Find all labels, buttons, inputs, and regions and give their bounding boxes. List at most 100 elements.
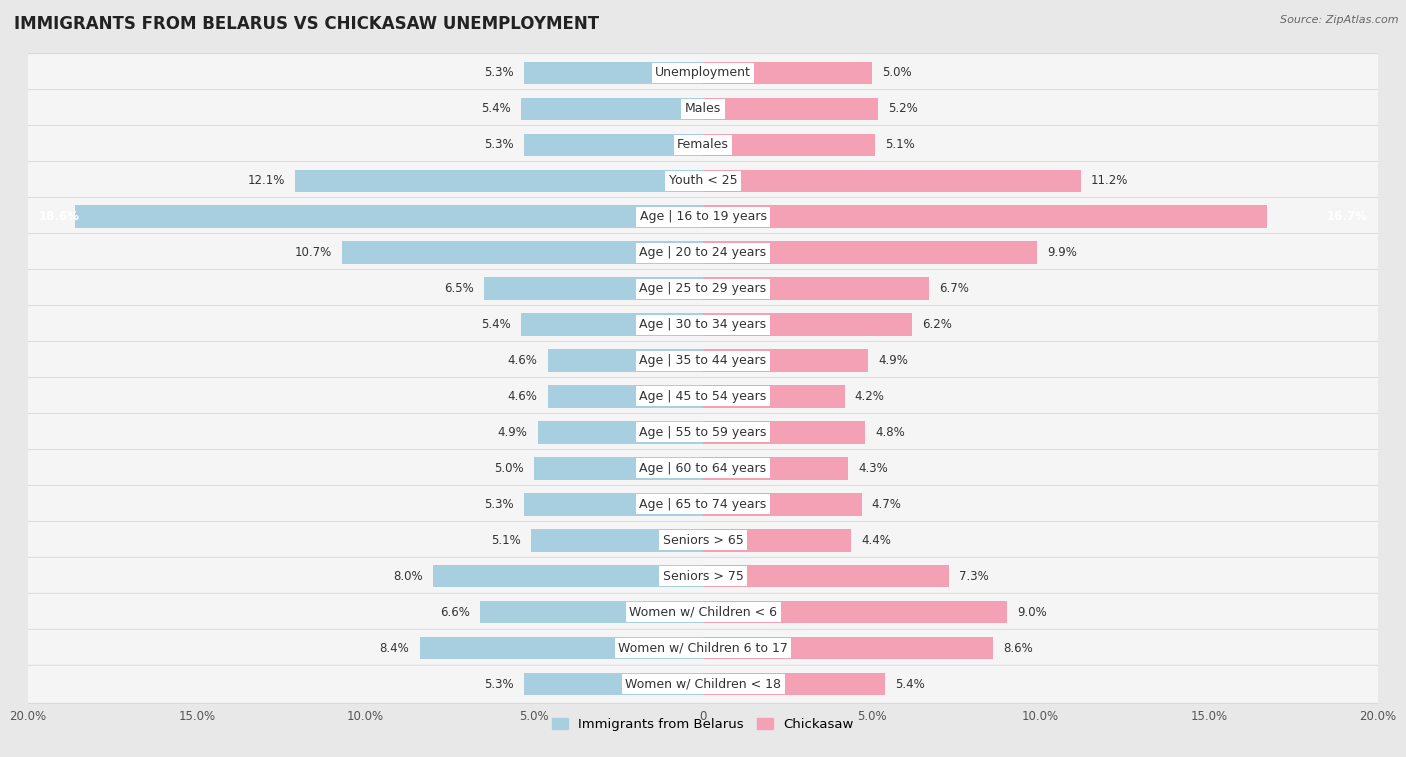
Text: Youth < 25: Youth < 25 xyxy=(669,174,737,187)
Text: 5.3%: 5.3% xyxy=(485,67,515,79)
Bar xyxy=(703,313,912,335)
Text: Age | 45 to 54 years: Age | 45 to 54 years xyxy=(640,390,766,403)
Text: 5.4%: 5.4% xyxy=(481,102,510,115)
Bar xyxy=(433,565,703,587)
Bar xyxy=(295,170,703,192)
Text: 6.2%: 6.2% xyxy=(922,318,952,331)
Text: Seniors > 75: Seniors > 75 xyxy=(662,570,744,583)
Bar xyxy=(524,673,703,696)
Bar xyxy=(484,277,703,300)
Text: 4.3%: 4.3% xyxy=(858,462,889,475)
FancyBboxPatch shape xyxy=(10,126,1396,164)
Bar xyxy=(342,241,703,263)
FancyBboxPatch shape xyxy=(10,485,1396,523)
Text: 5.0%: 5.0% xyxy=(882,67,911,79)
Text: 7.3%: 7.3% xyxy=(959,570,990,583)
Text: Age | 30 to 34 years: Age | 30 to 34 years xyxy=(640,318,766,331)
Text: 4.6%: 4.6% xyxy=(508,354,537,367)
FancyBboxPatch shape xyxy=(10,54,1396,92)
Text: Males: Males xyxy=(685,102,721,115)
FancyBboxPatch shape xyxy=(10,629,1396,668)
Bar xyxy=(703,61,872,84)
Bar xyxy=(703,494,862,516)
Text: Women w/ Children < 6: Women w/ Children < 6 xyxy=(628,606,778,618)
Text: Age | 20 to 24 years: Age | 20 to 24 years xyxy=(640,246,766,259)
Bar xyxy=(703,422,865,444)
Text: 6.5%: 6.5% xyxy=(444,282,474,295)
FancyBboxPatch shape xyxy=(10,234,1396,272)
Text: 18.6%: 18.6% xyxy=(38,210,79,223)
Bar xyxy=(703,529,852,552)
Legend: Immigrants from Belarus, Chickasaw: Immigrants from Belarus, Chickasaw xyxy=(547,713,859,737)
Text: Females: Females xyxy=(678,139,728,151)
Text: Age | 65 to 74 years: Age | 65 to 74 years xyxy=(640,498,766,511)
FancyBboxPatch shape xyxy=(10,89,1396,128)
Text: 4.2%: 4.2% xyxy=(855,390,884,403)
Text: IMMIGRANTS FROM BELARUS VS CHICKASAW UNEMPLOYMENT: IMMIGRANTS FROM BELARUS VS CHICKASAW UNE… xyxy=(14,15,599,33)
Text: 5.0%: 5.0% xyxy=(495,462,524,475)
FancyBboxPatch shape xyxy=(10,413,1396,451)
Text: 4.7%: 4.7% xyxy=(872,498,901,511)
FancyBboxPatch shape xyxy=(10,161,1396,200)
FancyBboxPatch shape xyxy=(10,378,1396,416)
Bar xyxy=(703,673,886,696)
Bar xyxy=(703,277,929,300)
Text: 10.7%: 10.7% xyxy=(295,246,332,259)
Bar xyxy=(76,205,703,228)
Text: 9.0%: 9.0% xyxy=(1017,606,1046,618)
Bar xyxy=(520,98,703,120)
Text: 4.6%: 4.6% xyxy=(508,390,537,403)
Bar xyxy=(531,529,703,552)
FancyBboxPatch shape xyxy=(10,593,1396,631)
Bar xyxy=(703,241,1038,263)
Text: 5.2%: 5.2% xyxy=(889,102,918,115)
FancyBboxPatch shape xyxy=(10,522,1396,559)
Text: Age | 35 to 44 years: Age | 35 to 44 years xyxy=(640,354,766,367)
Text: 5.1%: 5.1% xyxy=(491,534,520,547)
Bar xyxy=(534,457,703,480)
Text: Seniors > 65: Seniors > 65 xyxy=(662,534,744,547)
Text: Age | 25 to 29 years: Age | 25 to 29 years xyxy=(640,282,766,295)
Bar xyxy=(524,133,703,156)
Bar xyxy=(548,350,703,372)
Text: Women w/ Children 6 to 17: Women w/ Children 6 to 17 xyxy=(619,642,787,655)
Text: 5.1%: 5.1% xyxy=(886,139,915,151)
Bar xyxy=(703,133,875,156)
Bar xyxy=(703,457,848,480)
Bar xyxy=(481,601,703,624)
Text: 4.9%: 4.9% xyxy=(498,426,527,439)
Text: 9.9%: 9.9% xyxy=(1047,246,1077,259)
Text: Unemployment: Unemployment xyxy=(655,67,751,79)
Bar xyxy=(520,313,703,335)
Bar xyxy=(703,98,879,120)
Text: 5.3%: 5.3% xyxy=(485,498,515,511)
FancyBboxPatch shape xyxy=(10,269,1396,307)
Bar xyxy=(703,205,1267,228)
Bar xyxy=(703,385,845,407)
Bar xyxy=(419,637,703,659)
FancyBboxPatch shape xyxy=(10,665,1396,703)
Text: Age | 60 to 64 years: Age | 60 to 64 years xyxy=(640,462,766,475)
Text: 5.4%: 5.4% xyxy=(481,318,510,331)
Bar xyxy=(703,565,949,587)
Text: 8.6%: 8.6% xyxy=(1004,642,1033,655)
Bar xyxy=(524,494,703,516)
Text: 5.3%: 5.3% xyxy=(485,139,515,151)
FancyBboxPatch shape xyxy=(10,557,1396,596)
Text: Women w/ Children < 18: Women w/ Children < 18 xyxy=(626,678,780,690)
Bar xyxy=(703,601,1007,624)
Text: 4.9%: 4.9% xyxy=(879,354,908,367)
Text: 6.7%: 6.7% xyxy=(939,282,969,295)
Text: 4.8%: 4.8% xyxy=(875,426,905,439)
FancyBboxPatch shape xyxy=(10,450,1396,488)
Text: 12.1%: 12.1% xyxy=(247,174,284,187)
Text: 6.6%: 6.6% xyxy=(440,606,470,618)
FancyBboxPatch shape xyxy=(10,306,1396,344)
Text: 8.0%: 8.0% xyxy=(394,570,423,583)
FancyBboxPatch shape xyxy=(10,198,1396,235)
Bar xyxy=(537,422,703,444)
Bar xyxy=(703,170,1081,192)
Text: Age | 55 to 59 years: Age | 55 to 59 years xyxy=(640,426,766,439)
Text: 5.4%: 5.4% xyxy=(896,678,925,690)
Text: 8.4%: 8.4% xyxy=(380,642,409,655)
